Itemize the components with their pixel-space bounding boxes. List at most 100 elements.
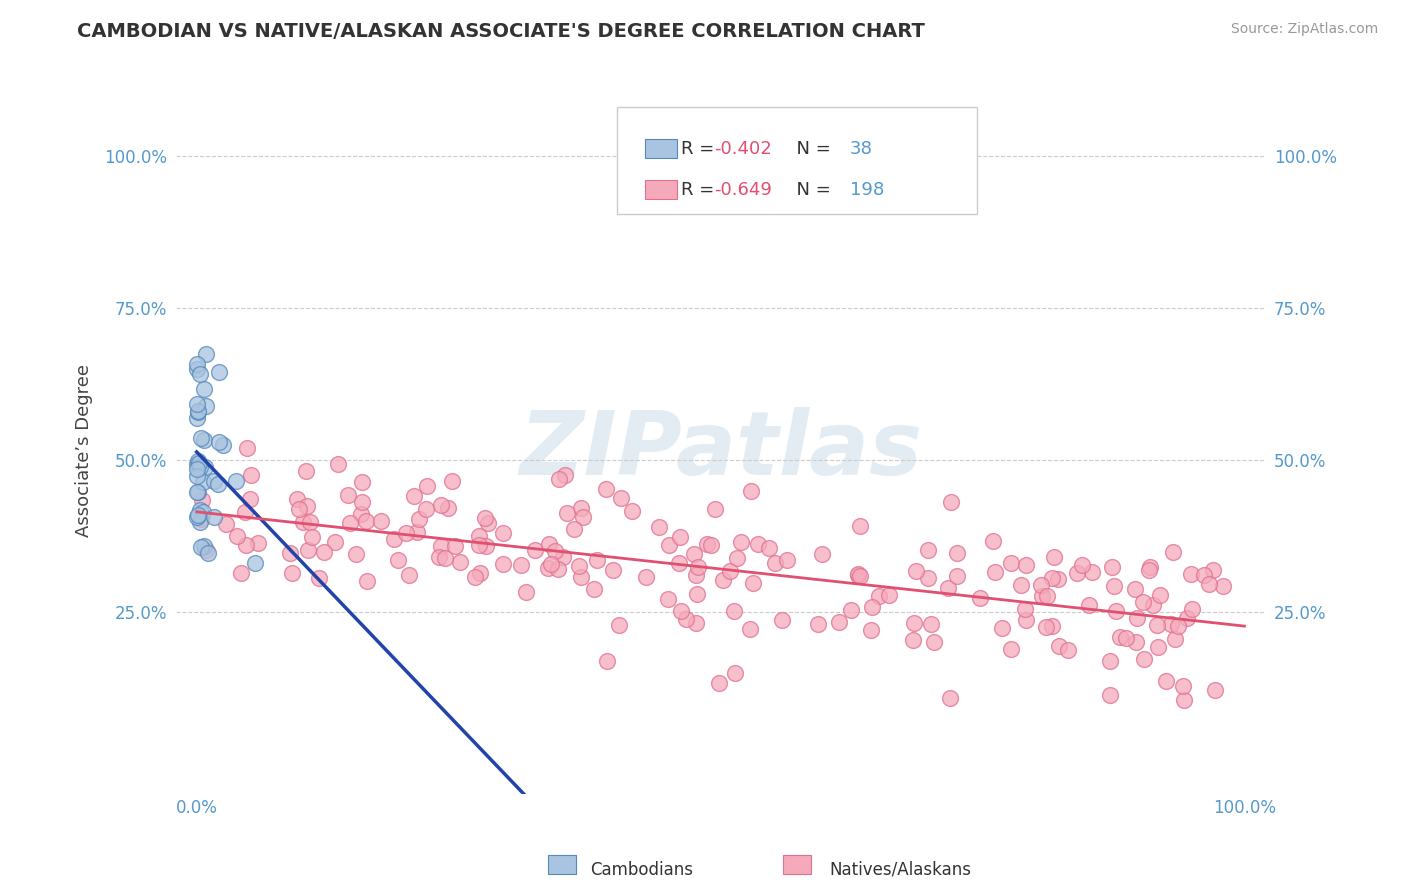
Point xyxy=(186,461,208,475)
Point xyxy=(585,553,607,567)
Point xyxy=(620,503,643,517)
Point xyxy=(683,547,706,561)
Point xyxy=(186,396,208,410)
Point xyxy=(1029,578,1052,592)
Point xyxy=(828,615,851,629)
Point xyxy=(607,617,630,632)
Text: Natives/Alaskans: Natives/Alaskans xyxy=(830,861,972,879)
Point xyxy=(1014,601,1036,615)
Text: N =: N = xyxy=(785,181,837,199)
Point xyxy=(1101,560,1123,574)
Point xyxy=(188,515,211,529)
Point xyxy=(572,510,595,524)
Point xyxy=(595,483,617,497)
Point xyxy=(1078,598,1101,612)
Point xyxy=(763,556,786,570)
Point xyxy=(339,516,361,530)
Point xyxy=(846,567,869,582)
Point xyxy=(582,582,605,596)
Point xyxy=(669,530,692,544)
Point xyxy=(936,581,959,595)
Point xyxy=(724,665,747,680)
Point xyxy=(225,529,247,543)
Point xyxy=(350,475,373,489)
Point xyxy=(1164,632,1187,646)
Point xyxy=(194,399,217,413)
Point xyxy=(555,507,578,521)
Point xyxy=(758,541,780,556)
Text: N =: N = xyxy=(785,140,837,158)
Point xyxy=(547,472,569,486)
Point xyxy=(1057,643,1080,657)
Point xyxy=(477,516,499,531)
Text: Cambodians: Cambodians xyxy=(591,861,693,879)
Point xyxy=(474,539,496,553)
Point xyxy=(657,591,679,606)
Point xyxy=(323,535,346,549)
Point xyxy=(730,534,752,549)
Text: R =: R = xyxy=(681,181,720,199)
Point xyxy=(408,512,430,526)
Point xyxy=(1132,652,1154,666)
FancyBboxPatch shape xyxy=(645,180,678,199)
Point xyxy=(917,542,939,557)
Point xyxy=(1010,578,1032,592)
Point xyxy=(280,546,302,560)
Point xyxy=(939,495,962,509)
Text: 38: 38 xyxy=(851,140,873,158)
Point xyxy=(449,555,471,569)
Point xyxy=(352,495,374,509)
Point xyxy=(294,464,316,478)
Point xyxy=(186,411,208,425)
Point xyxy=(742,576,765,591)
Point xyxy=(326,457,349,471)
Point xyxy=(1132,595,1154,609)
Point xyxy=(187,454,209,468)
Point xyxy=(187,405,209,419)
Point xyxy=(1098,689,1121,703)
Point xyxy=(207,477,229,491)
Point xyxy=(194,459,217,474)
Point xyxy=(904,564,927,578)
Point xyxy=(658,538,681,552)
Point xyxy=(544,544,567,558)
Text: 198: 198 xyxy=(851,181,884,199)
Point xyxy=(1123,582,1146,596)
Point xyxy=(187,456,209,470)
Point xyxy=(187,403,209,417)
Point xyxy=(1161,545,1184,559)
Point xyxy=(1040,619,1063,633)
Point xyxy=(839,602,862,616)
Point xyxy=(188,503,211,517)
Text: -0.649: -0.649 xyxy=(714,181,772,199)
Point xyxy=(984,565,1007,579)
Point xyxy=(868,590,890,604)
Point xyxy=(1142,598,1164,612)
Point xyxy=(197,546,219,560)
Point xyxy=(208,435,231,450)
Point xyxy=(1154,674,1177,689)
Point xyxy=(492,526,515,541)
Point xyxy=(1042,549,1064,564)
Text: CAMBODIAN VS NATIVE/ALASKAN ASSOCIATE'S DEGREE CORRELATION CHART: CAMBODIAN VS NATIVE/ALASKAN ASSOCIATE'S … xyxy=(77,22,925,41)
Point xyxy=(433,550,456,565)
Point xyxy=(1000,557,1022,571)
Point xyxy=(1015,613,1038,627)
Point xyxy=(191,492,214,507)
Point xyxy=(551,550,574,565)
Point xyxy=(685,567,707,582)
Point xyxy=(1102,579,1125,593)
Point xyxy=(685,616,707,631)
Point xyxy=(239,467,262,482)
Point xyxy=(859,623,882,637)
Point xyxy=(1081,565,1104,579)
Point xyxy=(186,485,208,500)
FancyBboxPatch shape xyxy=(645,139,678,158)
Point xyxy=(596,654,619,668)
Point xyxy=(186,458,208,472)
Point xyxy=(404,489,426,503)
Point xyxy=(441,474,464,488)
Point xyxy=(515,585,537,599)
Point xyxy=(301,530,323,544)
Point xyxy=(281,566,304,580)
